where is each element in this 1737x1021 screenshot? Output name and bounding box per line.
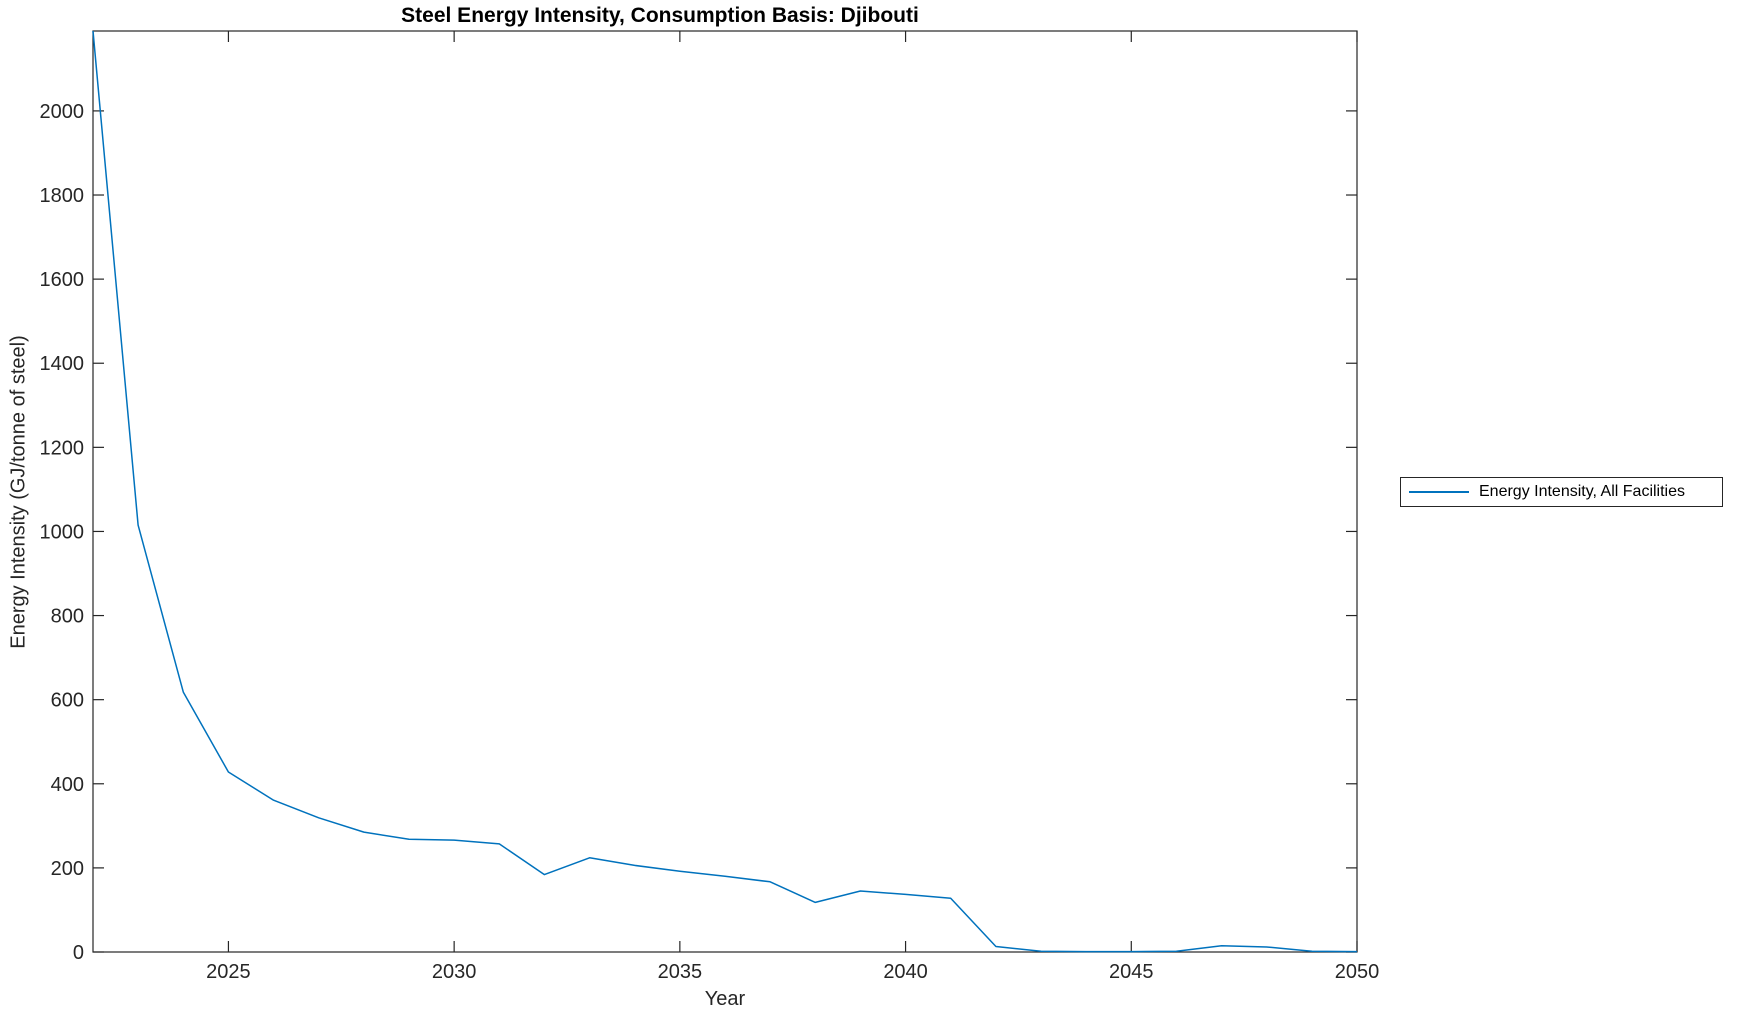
y-tick-label: 2000 xyxy=(40,101,85,123)
x-tick-label: 2040 xyxy=(883,961,928,983)
y-tick-label: 1200 xyxy=(40,437,85,459)
x-axis-label: Year xyxy=(704,988,746,1010)
legend-label: Energy Intensity, All Facilities xyxy=(1479,483,1686,500)
y-tick-label: 1600 xyxy=(40,269,85,291)
legend-line-sample-icon xyxy=(1409,491,1469,493)
chart-title: Steel Energy Intensity, Consumption Basi… xyxy=(401,4,919,27)
x-tick-label: 2045 xyxy=(1109,961,1154,983)
legend: Energy Intensity, All Facilities xyxy=(1400,477,1723,507)
x-tick-label: 2035 xyxy=(658,961,703,983)
y-tick-label: 1800 xyxy=(40,185,85,207)
y-tick-label: 200 xyxy=(51,858,84,880)
x-tick-label: 2025 xyxy=(206,961,251,983)
axes-box xyxy=(92,30,1358,953)
y-tick-label: 0 xyxy=(73,942,84,964)
x-tick-label: 2030 xyxy=(432,961,477,983)
y-tick-label: 400 xyxy=(51,774,84,796)
y-tick-label: 600 xyxy=(51,690,84,712)
energy-intensity-line xyxy=(92,30,1358,953)
x-tick-label: 2050 xyxy=(1335,961,1380,983)
y-tick-label: 1400 xyxy=(40,353,85,375)
y-tick-label: 1000 xyxy=(40,521,85,543)
y-tick-label: 800 xyxy=(51,606,84,628)
